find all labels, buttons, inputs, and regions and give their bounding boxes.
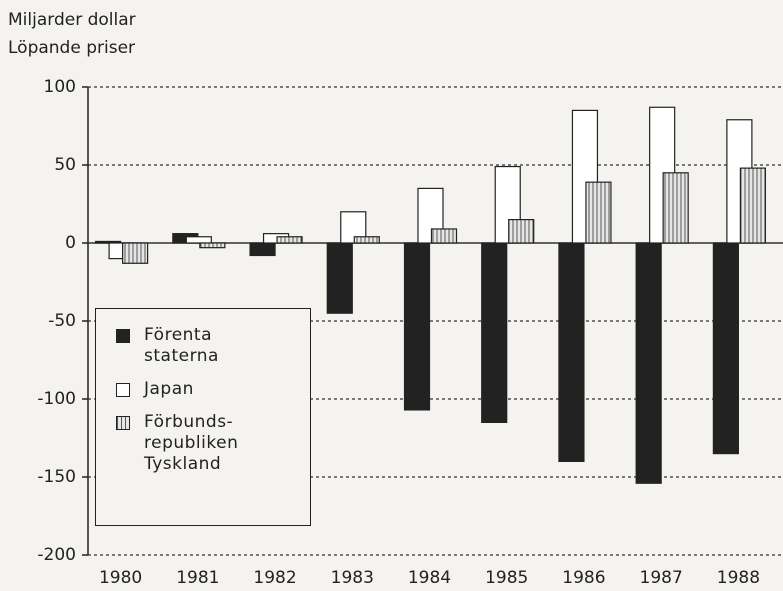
legend-label: Japan	[144, 379, 194, 399]
y-tick-label: -50	[48, 311, 76, 331]
bar	[276, 236, 303, 244]
y-tick-label: -200	[37, 545, 76, 565]
y-tick-label: 100	[44, 77, 76, 97]
x-tick-label: 1986	[562, 568, 605, 588]
y-tick-label: -100	[37, 389, 76, 409]
x-tick-label: 1982	[253, 568, 296, 588]
y-label: Löpande priser	[8, 38, 135, 58]
bar	[635, 242, 662, 484]
bar	[430, 228, 458, 244]
bar	[326, 242, 353, 314]
x-tick-label: 1984	[408, 568, 451, 588]
x-tick-label: 1988	[717, 568, 760, 588]
bar	[585, 181, 612, 244]
bar	[122, 242, 149, 264]
legend-swatch	[116, 329, 130, 343]
x-tick-label: 1987	[640, 568, 683, 588]
bar	[662, 172, 689, 244]
x-tick-label: 1981	[176, 568, 219, 588]
bar	[712, 242, 739, 455]
bar	[249, 242, 276, 257]
y-label: Miljarder dollar	[8, 10, 136, 30]
legend-label: Förenta staterna	[144, 325, 219, 366]
bar	[558, 242, 585, 462]
legend-item: Förbunds-republiken Tyskland	[116, 412, 310, 475]
bar	[739, 167, 766, 244]
legend-swatch	[116, 383, 130, 397]
x-tick-label: 1980	[99, 568, 142, 588]
bar	[199, 242, 226, 249]
legend-label: Förbunds-republiken Tyskland	[144, 412, 239, 474]
bar	[185, 236, 212, 244]
bar	[403, 242, 431, 411]
legend: Förenta staterna Japan Förbunds-republiken…	[95, 308, 311, 526]
x-tick-label: 1985	[485, 568, 528, 588]
legend-swatch	[116, 416, 130, 430]
legend-item: Förenta staterna	[116, 325, 310, 367]
x-tick-label: 1983	[331, 568, 374, 588]
bar	[508, 219, 535, 244]
bar	[353, 236, 380, 244]
legend-item: Japan	[116, 379, 310, 400]
y-tick-label: -150	[37, 467, 76, 487]
bar	[95, 240, 122, 244]
bar	[481, 242, 508, 423]
y-tick-label: 50	[54, 155, 76, 175]
y-tick-label: 0	[65, 233, 76, 253]
